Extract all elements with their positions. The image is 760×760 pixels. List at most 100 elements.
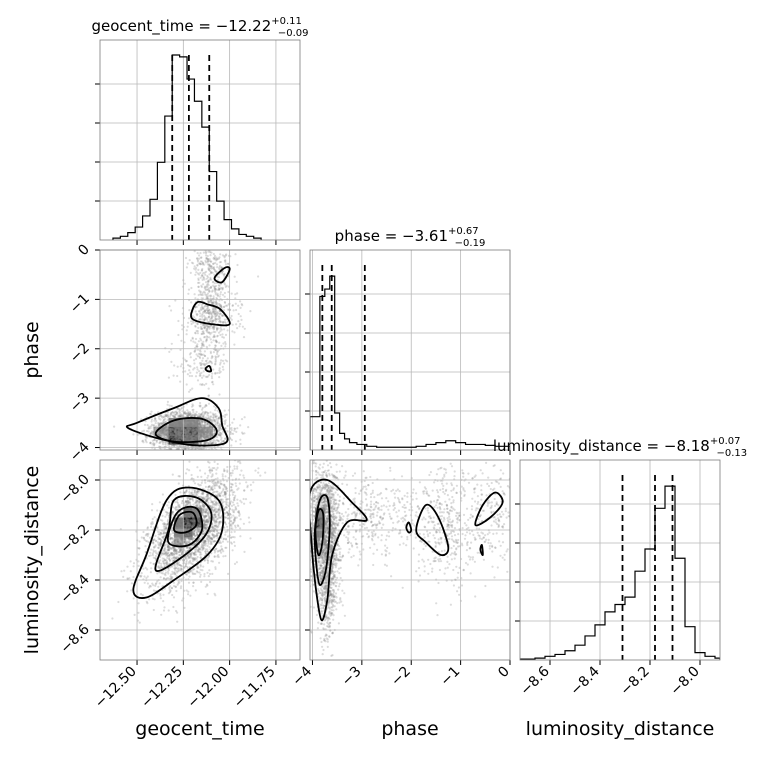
- sample-point: [201, 357, 205, 360]
- sample-point: [190, 286, 193, 290]
- sample-point: [198, 370, 201, 373]
- sample-point: [122, 575, 125, 579]
- sample-point: [195, 499, 198, 502]
- sample-point: [188, 259, 191, 262]
- sample-point: [151, 439, 154, 442]
- sample-point: [207, 539, 210, 542]
- sample-point: [154, 534, 157, 538]
- sample-point: [184, 358, 187, 361]
- sample-point: [202, 436, 206, 440]
- sample-point: [188, 374, 191, 378]
- sample-point: [233, 467, 236, 470]
- sample-point: [239, 300, 242, 303]
- sample-point: [212, 284, 215, 287]
- sample-point: [222, 353, 225, 356]
- sample-point: [192, 425, 195, 428]
- sample-point: [214, 257, 217, 260]
- sample-point: [187, 581, 191, 584]
- sample-point: [209, 338, 212, 341]
- sample-point: [167, 435, 170, 438]
- sample-point: [120, 570, 123, 573]
- sample-point: [239, 424, 242, 427]
- sample-point: [171, 411, 174, 414]
- sample-point: [230, 531, 233, 534]
- sample-point: [210, 439, 213, 442]
- sample-point: [195, 425, 198, 429]
- sample-point: [199, 337, 202, 340]
- sample-point: [216, 352, 219, 356]
- sample-point: [185, 432, 188, 435]
- sample-point: [184, 370, 187, 373]
- sample-point: [207, 259, 210, 262]
- sample-point: [225, 480, 229, 483]
- sample-point: [211, 430, 214, 433]
- sample-point: [188, 431, 191, 434]
- sample-point: [214, 371, 217, 375]
- sample-point: [150, 410, 153, 413]
- sample-point: [205, 404, 208, 407]
- sample-point: [235, 484, 238, 488]
- sample-point: [197, 285, 200, 288]
- sample-point: [164, 425, 167, 428]
- sample-point: [226, 465, 229, 469]
- sample-point: [249, 483, 252, 486]
- sample-point: [189, 271, 192, 274]
- sample-point: [176, 374, 179, 378]
- sample-point: [157, 425, 160, 428]
- sample-point: [196, 379, 200, 382]
- sample-point: [163, 549, 166, 552]
- sample-point: [152, 549, 155, 552]
- sample-point: [175, 411, 179, 414]
- sample-point: [185, 560, 188, 564]
- sample-point: [140, 572, 143, 575]
- sample-point: [191, 408, 194, 412]
- sample-point: [178, 409, 182, 412]
- sample-point: [199, 575, 202, 578]
- sample-point: [208, 290, 211, 293]
- sample-point: [213, 319, 216, 322]
- sample-point: [202, 340, 205, 343]
- sample-point: [151, 520, 154, 524]
- sample-point: [132, 562, 136, 565]
- sample-point: [157, 546, 160, 549]
- sample-point: [202, 565, 205, 568]
- sample-point: [180, 502, 183, 505]
- sample-point: [224, 496, 227, 499]
- sample-point: [193, 424, 196, 427]
- sample-point: [200, 481, 203, 484]
- sample-point: [207, 430, 210, 433]
- sample-point: [190, 261, 194, 264]
- sample-point: [243, 327, 246, 330]
- sample-point: [213, 268, 216, 271]
- density-cell: [198, 426, 213, 436]
- sample-point: [146, 424, 149, 427]
- sample-point: [192, 557, 195, 560]
- sample-point: [203, 350, 206, 353]
- sample-point: [126, 590, 129, 593]
- sample-point: [196, 332, 199, 335]
- sample-point: [193, 436, 196, 439]
- sample-point: [180, 363, 183, 366]
- sample-point: [227, 572, 230, 576]
- sample-point: [259, 474, 262, 477]
- sample-point: [215, 329, 219, 332]
- sample-point: [194, 341, 197, 344]
- sample-point: [231, 489, 234, 492]
- sample-point: [201, 423, 204, 426]
- sample-point: [212, 414, 215, 417]
- sample-point: [233, 499, 236, 502]
- sample-point: [224, 533, 227, 536]
- sample-point: [154, 422, 157, 425]
- sample-point: [234, 524, 237, 527]
- sample-point: [201, 406, 204, 410]
- sample-point: [126, 565, 129, 568]
- sample-point: [189, 388, 192, 392]
- sample-point: [235, 323, 238, 326]
- sample-point: [171, 443, 174, 446]
- sample-point: [211, 290, 214, 293]
- sample-point: [187, 288, 191, 291]
- sample-point: [224, 285, 227, 288]
- sample-point: [193, 414, 196, 417]
- sample-point: [215, 472, 218, 475]
- sample-point: [202, 374, 205, 377]
